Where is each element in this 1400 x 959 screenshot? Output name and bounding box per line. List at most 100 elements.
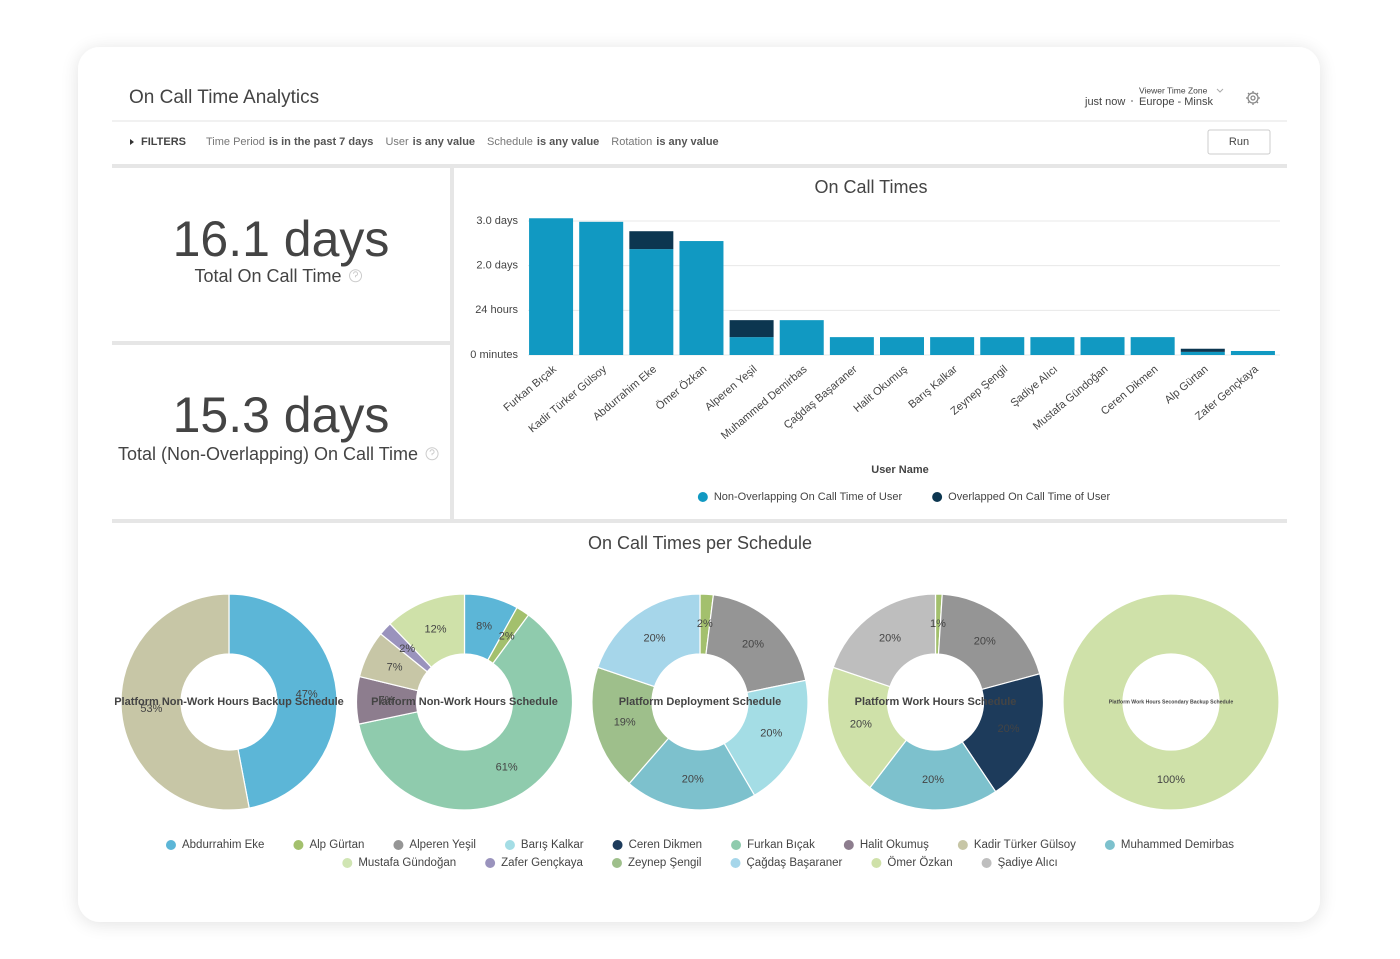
donut-value-label: 7% (379, 695, 395, 707)
help-icon[interactable] (349, 269, 363, 283)
donut-value-label: 100% (1157, 774, 1185, 786)
filter-condition: is any value (656, 136, 718, 148)
legend-label: Zafer Gençkaya (501, 857, 583, 869)
filter-summary[interactable]: Time Period is in the past 7 days User is a… (206, 136, 719, 148)
legend-label: Alperen Yeşil (409, 839, 476, 851)
legend-swatch (957, 840, 968, 850)
timezone-chevron[interactable] (1216, 88, 1224, 93)
donut-value-label: 8% (476, 620, 492, 632)
bar-segment (930, 337, 975, 355)
donut-value-label: 20% (760, 728, 782, 740)
donut-value-label: 20% (922, 774, 944, 786)
x-axis-label: User Name (871, 464, 928, 476)
bar-segment (679, 241, 724, 355)
legend-swatch (504, 840, 515, 850)
bar-segment (729, 320, 774, 338)
donut-value-label: 61% (496, 762, 518, 774)
filter-field: Rotation (611, 136, 652, 148)
donut-slice (120, 593, 250, 811)
filter-field: Schedule (487, 136, 533, 148)
legend-swatch (1104, 840, 1115, 850)
bar-segment (779, 320, 824, 355)
help-icon-ring (349, 269, 363, 283)
donut-slice (869, 739, 997, 811)
legend-label: Zeynep Şengil (628, 857, 702, 869)
donut-value-label: 20% (998, 723, 1020, 735)
legend-label: Non-Overlapping On Call Time of User (714, 491, 903, 503)
legend-label: Furkan Bıçak (747, 839, 815, 851)
legend-swatch (612, 840, 623, 850)
bar-segment (629, 249, 674, 355)
legend: Abdurrahim Eke Alp Gürtan Alperen Yeşil Bar… (165, 839, 1234, 851)
bar-segment (1130, 337, 1175, 355)
tile-divider (450, 168, 454, 521)
bar-segment (629, 231, 674, 250)
bar-segment (880, 337, 924, 355)
legend: Non-Overlapping On Call Time of User Over… (697, 491, 1110, 503)
bar-segment (980, 337, 1025, 355)
donut-slice (228, 593, 338, 809)
legend: Mustafa Gündoğan Zafer Gençkaya Zeynep Şen… (342, 857, 1058, 869)
settings-icon[interactable] (1246, 91, 1260, 105)
legend-label: Kadir Türker Gülsoy (974, 839, 1076, 851)
legend-label: Çağdaş Başaraner (747, 857, 843, 869)
help-icon-glyph (353, 271, 358, 278)
filter-field: User (385, 136, 409, 148)
bar-segment (529, 218, 574, 355)
y-tick-label: 0 minutes (470, 349, 518, 361)
donut-value-label: 2% (399, 643, 415, 655)
tile-value: 16.1 days (173, 211, 390, 267)
donut-slice (705, 594, 807, 694)
filter-field: Time Period (206, 136, 265, 148)
y-tick-label: 2.0 days (476, 260, 518, 272)
legend-label: Muhammed Demirbas (1121, 839, 1234, 851)
section-divider (112, 164, 1287, 168)
legend-swatch (871, 858, 882, 868)
page-title: On Call Time Analytics (129, 87, 319, 108)
bar-segment (1080, 337, 1125, 355)
run-button-label[interactable]: Run (1229, 136, 1249, 148)
donut-slice (591, 666, 670, 785)
section-title: On Call Times per Schedule (588, 533, 812, 553)
filters-toggle-icon[interactable] (130, 139, 134, 145)
timezone-label[interactable]: Viewer Time Zone (1139, 85, 1208, 95)
filters-toggle[interactable]: FILTERS (141, 136, 186, 148)
donut-slice (596, 593, 701, 688)
legend-label: Ömer Özkan (887, 857, 952, 869)
timezone[interactable]: Europe - Minsk (1139, 96, 1213, 108)
bar-segment (1230, 350, 1275, 355)
legend-label: Mustafa Gündoğan (358, 857, 456, 869)
legend-swatch (730, 858, 741, 868)
legend-swatch (843, 840, 854, 850)
bar-segment (1180, 351, 1225, 355)
tile-label: Total On Call Time (194, 266, 341, 286)
run-button[interactable] (1207, 129, 1271, 155)
filter-condition: is any value (413, 136, 475, 148)
legend-swatch (731, 840, 742, 850)
donut-slice (937, 593, 1041, 691)
legend-label: Şadiye Alıcı (998, 857, 1058, 869)
donut-slice (723, 679, 809, 797)
help-icon[interactable] (425, 447, 439, 461)
donut-value-label: 20% (974, 635, 996, 647)
donut-slice (961, 673, 1045, 793)
bar-segment (1180, 348, 1225, 352)
bar-segment (579, 221, 624, 355)
legend-label: Alp Gürtan (309, 839, 364, 851)
y-tick-label: 24 hours (475, 304, 518, 316)
legend-swatch (611, 858, 622, 868)
section-divider (112, 519, 1287, 523)
donut-slice (389, 593, 466, 669)
donut-value-label: 53% (140, 703, 162, 715)
help-icon-glyph (429, 449, 435, 456)
donut-value-label: 2% (697, 618, 713, 630)
legend-swatch (697, 492, 708, 502)
donut-slice (1062, 593, 1280, 811)
legend-swatch (165, 840, 176, 850)
bar-segment (1030, 337, 1075, 355)
donut-value-label: 20% (879, 633, 901, 645)
tile-divider (112, 341, 450, 345)
legend-label: Abdurrahim Eke (182, 839, 264, 851)
donut-slice (832, 593, 937, 688)
legend-swatch (393, 840, 404, 850)
